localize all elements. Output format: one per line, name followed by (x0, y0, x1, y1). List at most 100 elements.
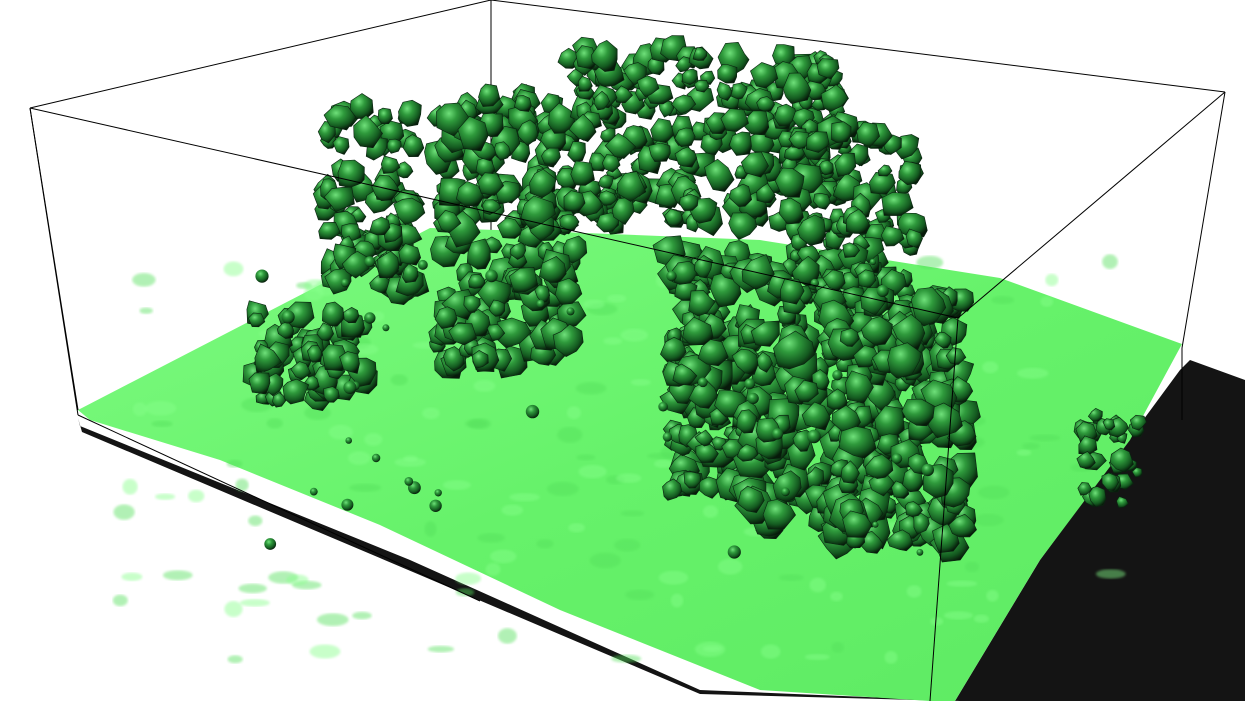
density-fragment (264, 538, 277, 550)
density-voxel (1102, 418, 1116, 431)
density-voxel (717, 64, 738, 84)
membrane-bump (1095, 569, 1126, 579)
density-voxel (575, 45, 598, 70)
density-fragment (364, 256, 376, 268)
density-voxel (728, 183, 753, 207)
density-voxel (371, 174, 400, 202)
membrane-bump (973, 513, 1004, 527)
density-voxel (321, 301, 345, 327)
density-voxel (577, 75, 593, 92)
density-voxel (285, 301, 315, 329)
density-voxel (728, 212, 758, 240)
density-voxel (831, 121, 852, 144)
density-fragment (747, 392, 759, 405)
membrane-bump (403, 455, 418, 462)
membrane-bump (501, 504, 524, 516)
density-voxel (1088, 486, 1107, 508)
density-voxel (805, 131, 830, 153)
density-voxel (772, 330, 815, 370)
membrane-bump (991, 295, 1015, 305)
density-voxel (448, 323, 478, 346)
membrane-bump (352, 611, 372, 620)
density-voxel (704, 158, 735, 192)
density-voxel (254, 343, 283, 373)
density-voxel (933, 331, 952, 349)
membrane-bump (286, 574, 309, 586)
membrane-bump (916, 255, 944, 270)
density-voxel (534, 284, 551, 304)
density-fragment (662, 432, 673, 442)
density-voxel (455, 181, 485, 207)
density-voxel (910, 287, 947, 327)
density-fragment (382, 324, 390, 332)
membrane-bump (151, 420, 173, 428)
density-fragment (566, 307, 575, 316)
membrane-bump (625, 589, 655, 600)
membrane-bump (611, 654, 642, 663)
density-voxel (398, 243, 422, 266)
density-voxel (679, 193, 699, 211)
density-voxel (813, 192, 831, 210)
density-voxel (886, 529, 914, 552)
density-voxel (589, 152, 608, 172)
density-voxel (880, 225, 905, 247)
density-fragment (771, 428, 784, 440)
density-fragment (340, 278, 350, 288)
membrane-bump (238, 583, 267, 594)
density-voxel (756, 182, 776, 204)
density-voxel (838, 426, 877, 459)
density-voxel (797, 214, 827, 246)
density-voxel (736, 409, 758, 434)
density-voxel (591, 40, 618, 72)
density-voxel (660, 336, 687, 363)
density-voxel (497, 217, 524, 239)
density-voxel (386, 138, 402, 154)
density-voxel (948, 513, 977, 538)
density-voxel (457, 116, 489, 152)
density-voxel (509, 242, 527, 260)
density-voxel (788, 131, 812, 150)
density-voxel (840, 460, 860, 484)
density-voxel (692, 47, 708, 61)
membrane-bump (831, 642, 844, 653)
density-voxel (341, 250, 371, 279)
membrane-bump (654, 459, 673, 468)
density-voxel (463, 295, 481, 313)
density-voxel (353, 114, 383, 149)
density-fragment (658, 401, 668, 412)
density-voxel (339, 351, 360, 374)
density-fragment (876, 285, 889, 297)
density-voxel (323, 386, 340, 403)
density-voxel (434, 306, 458, 329)
density-voxel (731, 348, 759, 375)
density-voxel (774, 103, 797, 127)
density-voxel (856, 121, 880, 148)
density-fragment (666, 270, 677, 282)
density-voxel (693, 79, 710, 93)
membrane-bump (248, 515, 263, 527)
density-voxel (887, 342, 922, 379)
membrane-bump (647, 452, 677, 460)
membrane-bump (163, 570, 193, 581)
membrane-bump (578, 465, 607, 479)
density-voxel (593, 90, 611, 111)
density-voxel (819, 159, 834, 176)
density-voxel (816, 58, 840, 80)
membrane-underside (78, 360, 1245, 701)
box-edge (957, 91, 1226, 319)
density-fragment (698, 377, 708, 388)
density-voxel (905, 228, 923, 249)
density-voxel (369, 216, 391, 236)
density-voxel (794, 379, 819, 403)
membrane-bump (965, 561, 979, 573)
density-voxel (860, 316, 893, 346)
density-voxel (842, 510, 873, 538)
density-voxel (552, 323, 584, 358)
box-edge (1181, 91, 1226, 349)
density-voxel (570, 160, 595, 186)
membrane-bump (804, 653, 830, 661)
membrane-bump (620, 510, 645, 517)
density-voxel (682, 316, 714, 346)
